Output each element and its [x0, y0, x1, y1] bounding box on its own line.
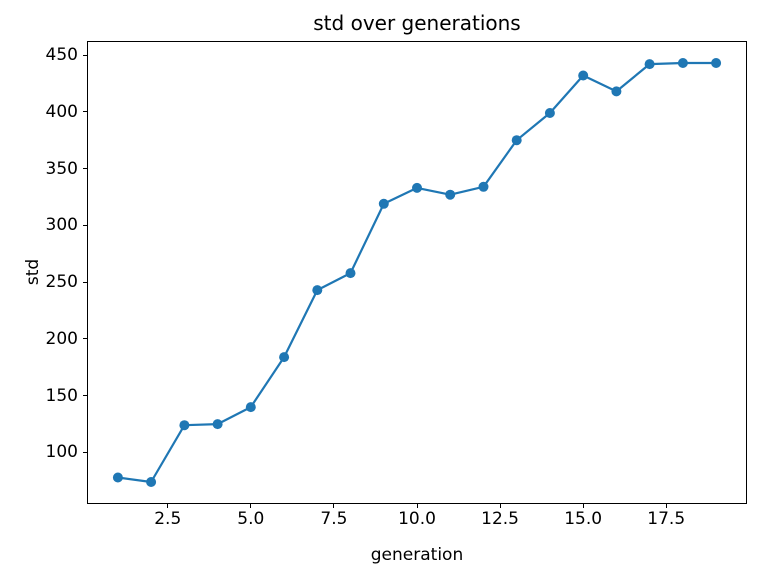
x-tick-label: 17.5: [647, 509, 686, 529]
y-tick-label: 300: [45, 215, 78, 236]
x-axis-label: generation: [370, 545, 464, 565]
line-series-plot: [112, 58, 722, 487]
data-point-marker: [146, 477, 157, 487]
data-point-marker: [544, 108, 555, 118]
y-tick-label: 150: [45, 385, 78, 406]
x-tick-label: 7.5: [320, 509, 348, 529]
data-point-marker: [112, 472, 123, 483]
x-tick-mark: [333, 504, 335, 508]
x-tick-mark: [416, 504, 418, 508]
x-tick-label: 15.0: [564, 509, 603, 529]
data-point-marker: [677, 58, 688, 68]
x-tick-label: 2.5: [154, 509, 182, 529]
chart-title: std over generations: [313, 11, 521, 35]
y-tick-mark: [83, 224, 87, 226]
y-tick-mark: [83, 54, 87, 56]
data-point-marker: [312, 285, 323, 296]
y-tick-label: 100: [45, 442, 78, 463]
y-tick-label: 400: [45, 101, 78, 122]
x-tick-mark: [499, 504, 501, 508]
x-tick-mark: [665, 504, 667, 508]
data-point-marker: [611, 86, 622, 97]
data-point-marker: [445, 189, 456, 200]
y-tick-mark: [83, 338, 87, 340]
y-tick-mark: [83, 168, 87, 170]
y-tick-mark: [83, 111, 87, 113]
y-tick-label: 200: [45, 328, 78, 349]
x-tick-mark: [167, 504, 169, 508]
data-point-marker: [711, 58, 722, 68]
y-tick-mark: [83, 451, 87, 453]
data-point-marker: [279, 352, 290, 363]
data-point-marker: [179, 420, 190, 431]
x-tick-mark: [250, 504, 252, 508]
data-point-marker: [378, 198, 389, 209]
data-point-marker: [578, 70, 589, 81]
x-tick-label: 12.5: [481, 509, 519, 529]
y-tick-mark: [83, 395, 87, 397]
data-point-marker: [511, 135, 522, 146]
x-tick-label: 10.0: [398, 509, 436, 529]
x-tick-mark: [582, 504, 584, 508]
x-tick-label: 5.0: [237, 509, 265, 529]
y-tick-label: 450: [45, 45, 78, 66]
data-point-marker: [212, 419, 223, 430]
y-tick-mark: [83, 281, 87, 283]
data-point-marker: [412, 182, 422, 193]
plot-area: [87, 41, 747, 504]
data-point-marker: [345, 268, 356, 279]
series-line: [117, 61, 717, 484]
data-point-marker: [644, 59, 655, 70]
y-tick-label: 250: [45, 272, 78, 293]
y-tick-label: 350: [45, 158, 78, 179]
data-point-marker: [245, 402, 256, 413]
data-point-marker: [478, 181, 489, 192]
